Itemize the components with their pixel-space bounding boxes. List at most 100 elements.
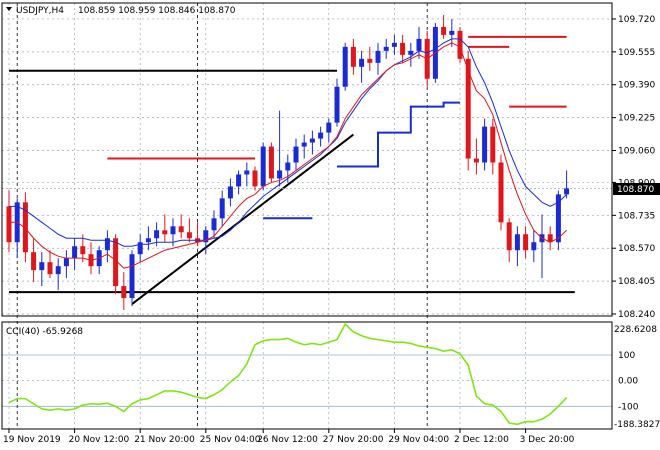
- y-tick-label: 108.240: [618, 310, 655, 320]
- cci-panel-frame: [1, 321, 613, 430]
- candle-body: [416, 38, 422, 51]
- y-tick-label: 109.390: [618, 81, 655, 91]
- candle-body: [441, 26, 447, 35]
- candle-body: [6, 206, 12, 243]
- candle-body: [465, 58, 471, 159]
- x-tick-label: 27 Nov 20:00: [323, 435, 384, 445]
- time-axis: 19 Nov 2019 20 Nov 12:00 21 Nov 20:00 25 No…: [3, 429, 575, 445]
- candle-body: [482, 126, 488, 163]
- x-tick-label: 25 Nov 04:00: [200, 435, 261, 445]
- chevron-down-icon[interactable]: [6, 7, 12, 11]
- candle-body: [359, 58, 365, 67]
- candle-body: [227, 186, 233, 199]
- x-tick-label: 19 Nov 2019: [3, 435, 61, 445]
- cci-grid: [2, 354, 612, 407]
- y-tick-label: 108.735: [618, 211, 655, 221]
- candle-body: [39, 262, 45, 271]
- cci-level-label: 100: [618, 351, 635, 361]
- candle-body: [391, 42, 397, 47]
- candle-body: [301, 142, 307, 147]
- symbol-timeframe: USDJPY,H4: [16, 6, 64, 16]
- candle-body: [555, 194, 561, 243]
- fast-ma-line: [9, 42, 567, 269]
- candle-body: [162, 230, 168, 235]
- price-panel-frame: [1, 2, 613, 317]
- candle-body: [129, 254, 135, 299]
- candle-body: [47, 262, 53, 275]
- candle-body: [490, 126, 496, 163]
- candle-body: [203, 230, 209, 243]
- moving-averages: [9, 35, 567, 269]
- candles: [6, 14, 570, 311]
- candle-body: [547, 234, 553, 243]
- candle-body: [506, 222, 512, 251]
- price-marker-label: 108.870: [617, 185, 654, 195]
- candle-body: [318, 132, 324, 139]
- candle-body: [293, 146, 299, 163]
- candle-body: [342, 46, 348, 87]
- candle-body: [22, 202, 28, 253]
- candle-body: [326, 122, 332, 133]
- candle-body: [211, 218, 217, 231]
- x-tick-label: 3 Dec 20:00: [520, 435, 575, 445]
- annotation-lines: [2, 3, 612, 429]
- candle-body: [531, 242, 537, 251]
- candle-body: [334, 86, 340, 123]
- candle-body: [514, 234, 520, 251]
- candle-body: [523, 234, 529, 251]
- cci-level-label: 0.00: [618, 377, 638, 387]
- ohlc-readout: 108.859 108.959 108.846 108.870: [78, 6, 236, 16]
- y-tick-label: 108.570: [618, 244, 655, 254]
- candle-body: [285, 162, 291, 171]
- candle-body: [170, 226, 176, 235]
- candle-body: [63, 258, 69, 267]
- candle-body: [31, 252, 37, 271]
- cci-level-label: -100: [618, 402, 639, 412]
- candle-body: [473, 158, 479, 163]
- candle-body: [80, 246, 86, 255]
- candle-body: [277, 170, 283, 179]
- y-tick-label: 109.225: [618, 114, 655, 124]
- candle-body: [268, 146, 274, 179]
- candle-body: [383, 46, 389, 51]
- candle-body: [350, 46, 356, 67]
- candle-body: [498, 162, 504, 223]
- candle-body: [408, 50, 414, 55]
- candle-body: [104, 238, 110, 251]
- candle-body: [457, 30, 463, 59]
- candle-body: [400, 42, 406, 55]
- x-tick-label: 26 Nov 12:00: [257, 435, 318, 445]
- cci-axis: 100 0.00 -100 228.6208 -188.3827: [614, 325, 660, 430]
- x-tick-label: 29 Nov 04:00: [388, 435, 449, 445]
- lower-band-line: [337, 101, 460, 168]
- candle-body: [309, 138, 315, 143]
- candle-body: [375, 50, 381, 63]
- candle-body: [154, 230, 160, 239]
- candle-body: [72, 246, 78, 259]
- x-tick-label: 21 Nov 20:00: [134, 435, 195, 445]
- candle-body: [55, 266, 61, 275]
- candle-body: [260, 146, 266, 187]
- slow-ma-line: [9, 38, 567, 247]
- candle-body: [564, 188, 570, 195]
- candle-body: [186, 232, 192, 239]
- cci-line-group: [8, 322, 568, 426]
- candle-body: [367, 58, 373, 63]
- candle-body: [244, 170, 250, 175]
- y-tick-label: 109.555: [618, 48, 655, 58]
- cci-min-label: -188.3827: [614, 420, 660, 430]
- cci-max-label: 228.6208: [614, 325, 657, 335]
- price-grid: [2, 3, 612, 429]
- candle-body: [252, 170, 258, 187]
- trend-line: [131, 133, 355, 305]
- candle-body: [449, 30, 455, 35]
- candle-body: [137, 242, 143, 255]
- candle-body: [178, 226, 184, 233]
- candle-body: [121, 286, 127, 299]
- candle-body: [219, 198, 225, 219]
- y-tick-label: 109.060: [618, 147, 655, 157]
- cci-label: CCI(40) -65.9268: [6, 327, 83, 337]
- x-tick-label: 2 Dec 12:00: [454, 435, 509, 445]
